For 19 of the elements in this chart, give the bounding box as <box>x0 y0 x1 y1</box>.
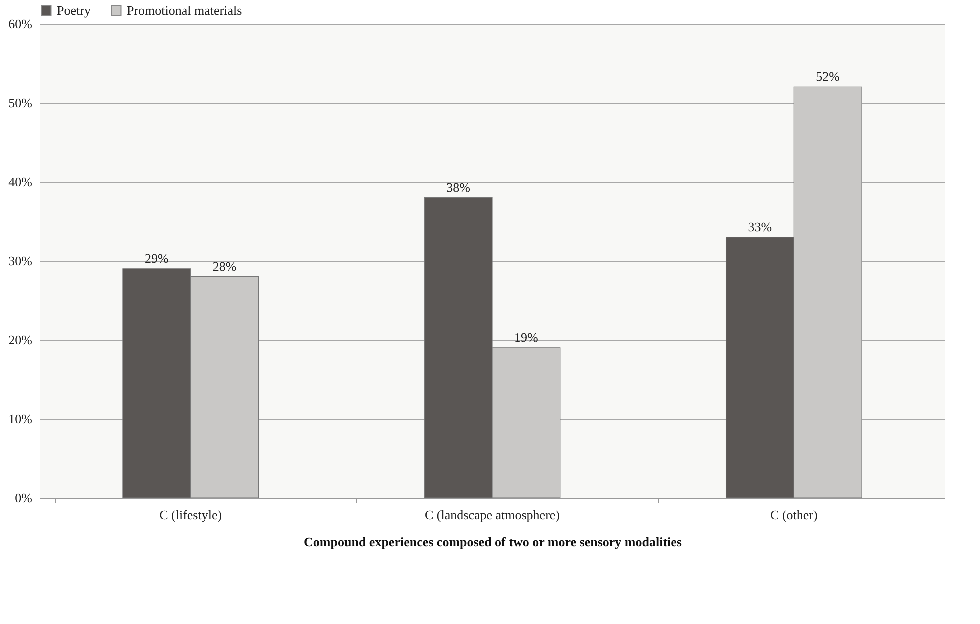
legend-label: Promotional materials <box>127 2 242 18</box>
x-axis-title: Compound experiences composed of two or more sensory modalities <box>304 534 682 550</box>
y-tick-label: 20% <box>8 332 33 348</box>
y-tick-label: 50% <box>8 96 33 110</box>
y-tick-label: 40% <box>8 174 33 190</box>
data-label: 19% <box>514 330 539 345</box>
x-tick-label: C (other) <box>770 508 818 522</box>
data-label: 29% <box>144 250 169 266</box>
y-tick-label: 0% <box>15 490 33 506</box>
data-label: 28% <box>212 258 237 274</box>
x-tick-label: C (landscape atmosphere) <box>424 508 560 522</box>
data-label: 33% <box>748 219 772 234</box>
data-label: 52% <box>816 69 840 84</box>
data-label: 38% <box>446 180 471 195</box>
y-tick-label: 10% <box>8 412 33 426</box>
y-tick-label: 30% <box>8 254 33 268</box>
legend-label: Poetry <box>57 2 92 18</box>
y-tick-label: 60% <box>8 16 33 32</box>
x-tick-label: C (lifestyle) <box>160 508 222 522</box>
